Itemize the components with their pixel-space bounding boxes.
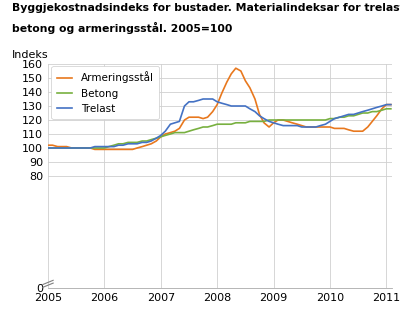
Line: Betong: Betong [48,109,391,148]
Betong [233,121,238,125]
Betong [116,142,121,146]
Betong [46,146,50,150]
Text: Indeks: Indeks [12,50,49,60]
Armeringsstål [126,148,130,151]
Text: betong og armeringsstål. 2005=100: betong og armeringsstål. 2005=100 [12,22,232,35]
Trelast [243,104,248,108]
Armeringsstål [92,148,97,151]
Armeringsstål [365,125,370,129]
Line: Armeringsstål: Armeringsstål [48,68,391,149]
Betong [356,112,360,116]
Armeringsstål [121,148,126,151]
Trelast [46,146,50,150]
Text: Byggjekostnadsindeks for bustader. Materialindeksar for trelast,: Byggjekostnadsindeks for bustader. Mater… [12,3,400,13]
Armeringsstål [388,103,393,107]
Betong [121,142,126,146]
Trelast [121,143,126,147]
Trelast [238,104,243,108]
Line: Trelast: Trelast [48,99,391,148]
Armeringsstål [243,79,248,83]
Legend: Armeringsstål, Betong, Trelast: Armeringsstål, Betong, Trelast [52,66,159,119]
Trelast [360,110,365,114]
Trelast [158,133,163,137]
Trelast [201,97,206,101]
Betong [384,107,389,111]
Armeringsstål [46,143,50,147]
Armeringsstål [163,132,168,136]
Trelast [116,143,121,147]
Betong [238,121,243,125]
Betong [158,135,163,139]
Trelast [388,103,393,107]
Betong [388,107,393,111]
Armeringsstål [233,66,238,70]
Armeringsstål [248,86,252,90]
